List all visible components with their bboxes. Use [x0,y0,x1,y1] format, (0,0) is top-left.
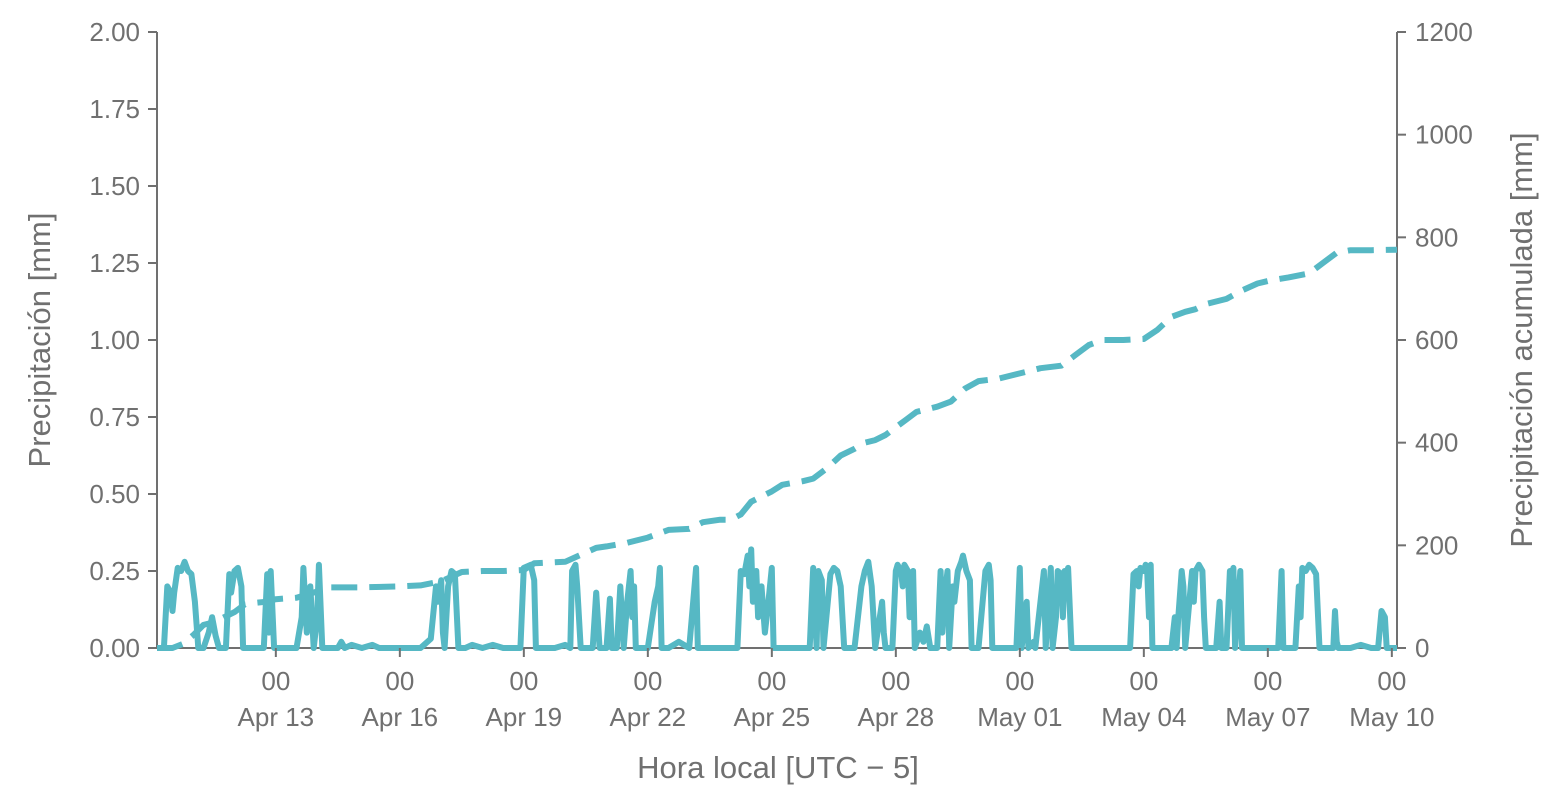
x-tick-hour-label: 00 [261,666,290,696]
x-tick-date-label: Apr 22 [610,702,687,732]
x-tick-hour-label: 00 [881,666,910,696]
x-tick-date-label: Apr 25 [734,702,811,732]
x-tick-hour-label: 00 [633,666,662,696]
x-tick-hour-label: 00 [1377,666,1406,696]
x-tick-date-label: May 07 [1225,702,1310,732]
x-tick-date-label: Apr 16 [362,702,439,732]
x-tick-date-label: Apr 28 [858,702,935,732]
y-axis-title-left: Precipitación [mm] [22,213,57,468]
y-left-tick-label: 0.00 [89,633,140,663]
x-tick-hour-label: 00 [1129,666,1158,696]
y-left-tick-label: 0.25 [89,556,140,586]
x-tick-date-label: Apr 19 [486,702,563,732]
y-right-tick-label: 1000 [1415,120,1473,150]
y-right-tick-label: 400 [1415,428,1458,458]
series-group [157,246,1398,651]
y-left-tick-label: 1.50 [89,171,140,201]
x-tick-date-label: Apr 13 [238,702,315,732]
y-right-tick-label: 200 [1415,530,1458,560]
y-right-tick-label: 0 [1415,633,1429,663]
precipitation-line [157,546,1397,651]
y-left-tick-label: 0.50 [89,479,140,509]
x-tick-date-label: May 04 [1101,702,1186,732]
y-right-tick-label: 1200 [1415,17,1473,47]
x-tick-hour-label: 00 [509,666,538,696]
y-left-tick-label: 1.75 [89,94,140,124]
x-tick-hour-label: 00 [1005,666,1034,696]
axes [156,32,1398,649]
y-left-tick-label: 2.00 [89,17,140,47]
x-tick-hour-label: 00 [1253,666,1282,696]
cumulative-precipitation-line [157,246,1398,651]
y-axis-title-right: Precipitación acumulada [mm] [1504,132,1539,547]
y-left-tick-label: 1.25 [89,248,140,278]
y-left-tick-label: 0.75 [89,402,140,432]
x-tick-date-label: May 10 [1349,702,1434,732]
ticks-group: 0.00 0.25 0.50 0.75 1.00 1.25 1.50 1.75 2.00 0 200… [89,17,1472,732]
x-tick-hour-label: 00 [757,666,786,696]
y-right-tick-label: 800 [1415,222,1458,252]
x-tick-date-label: May 01 [977,702,1062,732]
x-axis-title: Hora local [UTC − 5] [637,750,919,785]
y-right-tick-label: 600 [1415,325,1458,355]
y-left-tick-label: 1.00 [89,325,140,355]
x-tick-hour-label: 00 [385,666,414,696]
